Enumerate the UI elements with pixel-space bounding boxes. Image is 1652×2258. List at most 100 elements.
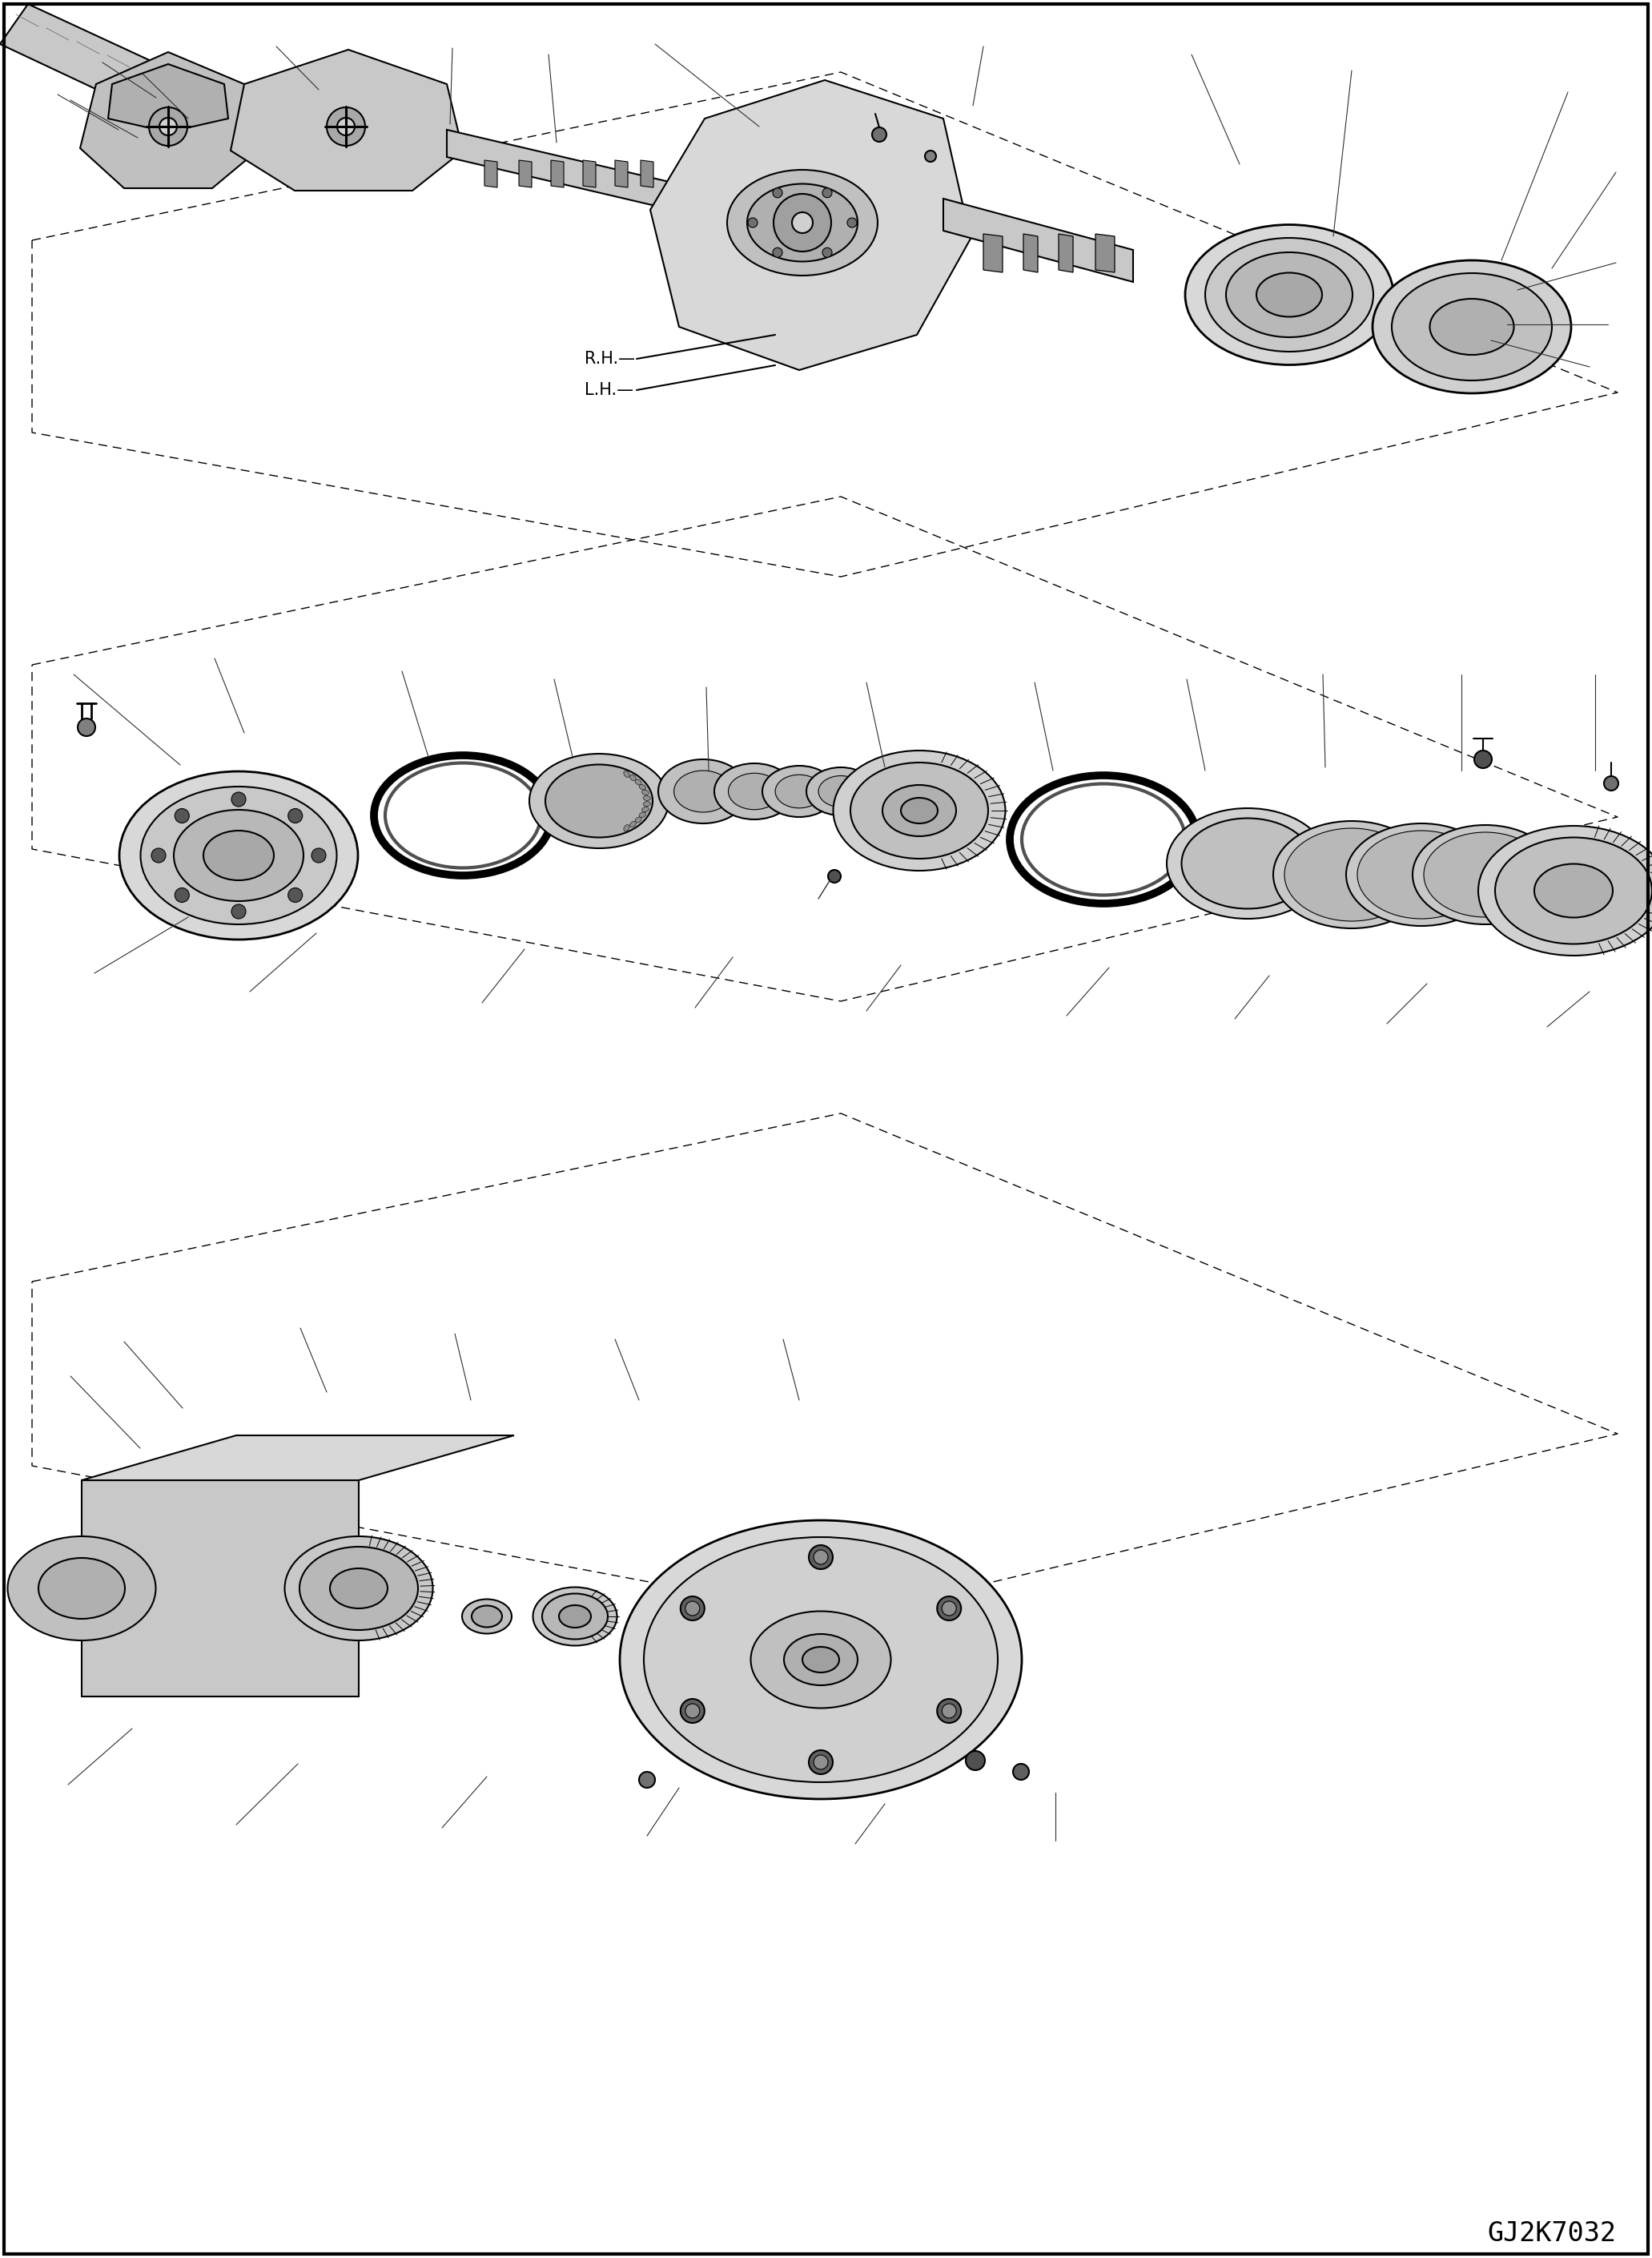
Polygon shape [107,63,228,133]
Polygon shape [81,1436,514,1481]
Circle shape [175,808,190,822]
Ellipse shape [1346,824,1497,926]
Ellipse shape [1285,829,1419,921]
Ellipse shape [545,765,653,838]
Ellipse shape [8,1535,155,1639]
Ellipse shape [639,813,646,817]
Ellipse shape [882,786,957,835]
Ellipse shape [762,765,836,817]
Ellipse shape [634,779,641,786]
Polygon shape [0,5,296,167]
Polygon shape [231,50,463,190]
Circle shape [231,903,246,919]
Polygon shape [81,1481,358,1696]
Polygon shape [983,235,1003,273]
Circle shape [1013,1763,1029,1779]
Circle shape [966,1750,985,1770]
Ellipse shape [818,777,864,806]
Ellipse shape [38,1558,126,1619]
Ellipse shape [833,750,1006,872]
Ellipse shape [803,1646,839,1673]
Ellipse shape [1358,831,1485,919]
Polygon shape [79,52,261,187]
Ellipse shape [1206,237,1373,352]
Ellipse shape [624,824,629,831]
Circle shape [686,1601,700,1617]
Ellipse shape [851,763,988,858]
Polygon shape [446,129,672,210]
Ellipse shape [472,1605,502,1628]
Ellipse shape [1226,253,1353,336]
Ellipse shape [1495,838,1652,944]
Ellipse shape [173,811,304,901]
Ellipse shape [657,759,748,824]
Circle shape [937,1596,961,1621]
Circle shape [823,187,833,199]
Ellipse shape [747,183,857,262]
Circle shape [159,117,177,135]
Circle shape [773,187,783,199]
Circle shape [828,869,841,883]
Ellipse shape [119,772,358,939]
Circle shape [813,1754,828,1770]
Circle shape [1474,750,1492,768]
Ellipse shape [140,786,337,924]
Ellipse shape [785,1635,857,1684]
Ellipse shape [1257,273,1322,316]
Circle shape [327,108,365,147]
Circle shape [809,1750,833,1775]
Polygon shape [651,79,970,370]
Circle shape [823,248,833,257]
Ellipse shape [900,797,938,824]
Circle shape [639,1773,656,1788]
Polygon shape [641,160,654,187]
Ellipse shape [463,1599,512,1633]
Circle shape [813,1549,828,1565]
Polygon shape [615,160,628,187]
Circle shape [872,126,887,142]
Circle shape [152,849,165,863]
Ellipse shape [643,790,649,795]
Ellipse shape [629,774,636,781]
Ellipse shape [714,763,795,820]
Polygon shape [550,160,563,187]
Ellipse shape [330,1569,388,1608]
Ellipse shape [1424,833,1548,917]
Ellipse shape [1412,824,1558,924]
Circle shape [1604,777,1619,790]
Circle shape [149,108,187,147]
Ellipse shape [727,169,877,275]
Circle shape [681,1596,704,1621]
Circle shape [686,1705,700,1718]
Text: L.H.—: L.H.— [585,382,633,397]
Ellipse shape [299,1547,418,1630]
Ellipse shape [634,817,641,822]
Polygon shape [583,160,596,187]
Polygon shape [1095,235,1115,273]
Ellipse shape [644,1538,998,1782]
Circle shape [942,1705,957,1718]
Circle shape [748,217,758,228]
Circle shape [809,1544,833,1569]
Ellipse shape [1274,822,1431,928]
Ellipse shape [558,1605,591,1628]
Ellipse shape [1479,826,1652,955]
Circle shape [773,194,831,251]
Circle shape [78,718,96,736]
Ellipse shape [1373,260,1571,393]
Ellipse shape [1429,298,1513,355]
Ellipse shape [1181,817,1313,908]
Ellipse shape [775,774,823,808]
Text: R.H.—: R.H.— [585,350,634,366]
Ellipse shape [542,1594,608,1639]
Circle shape [942,1601,957,1617]
Ellipse shape [1184,226,1393,366]
Circle shape [312,849,325,863]
Circle shape [925,151,937,163]
Ellipse shape [643,806,649,813]
Circle shape [773,248,783,257]
Ellipse shape [674,770,732,813]
Circle shape [175,887,190,903]
Circle shape [231,793,246,806]
Circle shape [937,1698,961,1723]
